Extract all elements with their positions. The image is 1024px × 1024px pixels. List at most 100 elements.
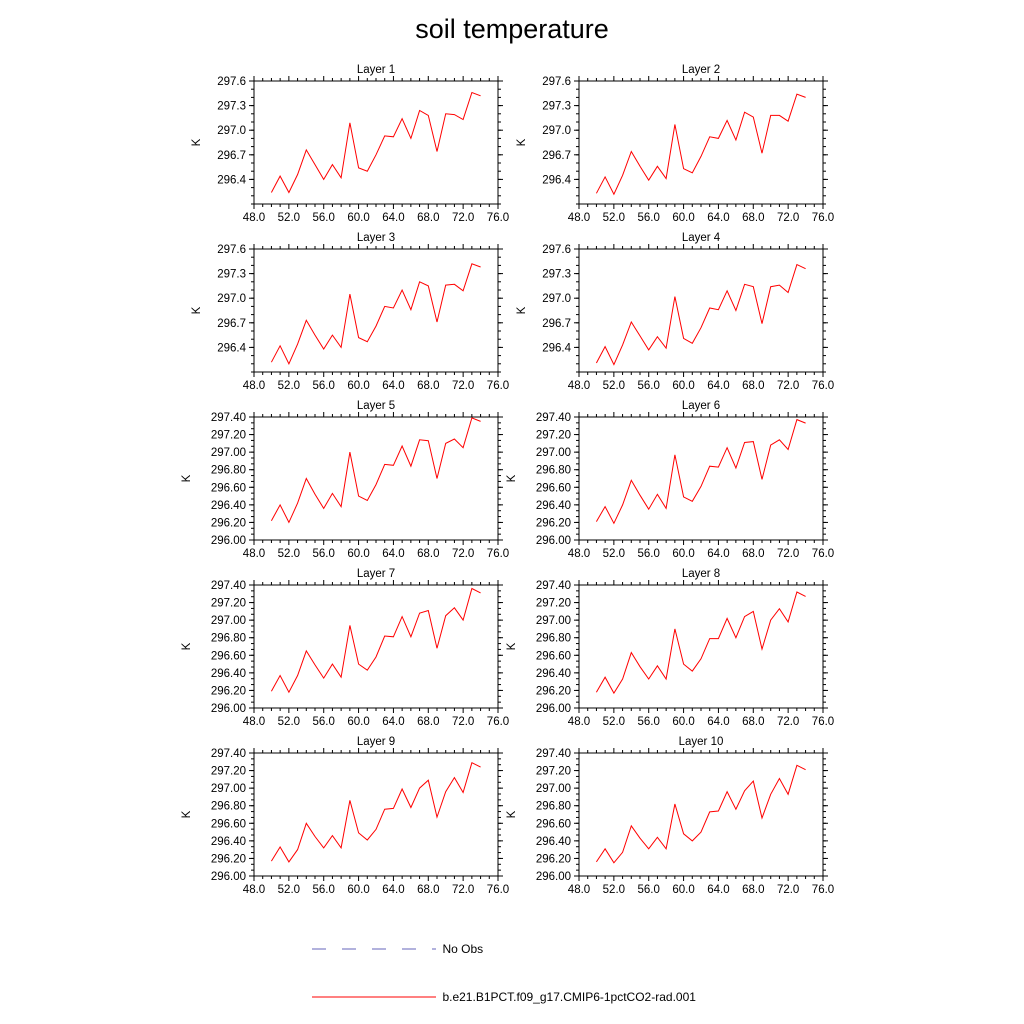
x-tick-label: 56.0 bbox=[638, 380, 660, 392]
y-tick-label: 296.40 bbox=[536, 668, 571, 680]
y-tick-label: 296.80 bbox=[211, 633, 246, 645]
series-line bbox=[595, 418, 806, 525]
x-tick-label: 68.0 bbox=[417, 212, 439, 224]
y-tick-label: 297.0 bbox=[217, 125, 246, 137]
panel-title: Layer 1 bbox=[357, 64, 395, 76]
panel-title: Layer 8 bbox=[682, 568, 720, 580]
panel-title: Layer 2 bbox=[682, 64, 720, 76]
x-tick-label: 72.0 bbox=[777, 380, 799, 392]
x-tick-label: 52.0 bbox=[603, 548, 625, 560]
x-tick-label: 72.0 bbox=[452, 716, 474, 728]
x-tick-label: 68.0 bbox=[742, 380, 764, 392]
x-tick-label: 60.0 bbox=[672, 716, 694, 728]
y-tick-label: 297.20 bbox=[536, 598, 571, 610]
x-tick-label: 56.0 bbox=[638, 884, 660, 896]
y-tick-label: 297.3 bbox=[542, 101, 571, 113]
chart-panel: 48.0 52.0 56.0 60.0 64.0 68.0 72.0 76.0 296.00 29… bbox=[506, 568, 834, 728]
y-axis-label: K bbox=[191, 306, 203, 314]
y-axis-label: K bbox=[181, 642, 193, 650]
x-tick-label: 52.0 bbox=[603, 884, 625, 896]
chart-panel: 48.0 52.0 56.0 60.0 64.0 68.0 72.0 76.0 296.4 296… bbox=[191, 232, 509, 392]
plot-frame bbox=[253, 248, 499, 373]
plot-frame bbox=[578, 416, 824, 541]
x-tick-label: 56.0 bbox=[638, 548, 660, 560]
x-tick-label: 68.0 bbox=[417, 884, 439, 896]
x-tick-label: 48.0 bbox=[568, 548, 590, 560]
y-tick-label: 296.7 bbox=[217, 318, 246, 330]
x-tick-label: 56.0 bbox=[313, 548, 335, 560]
y-tick-label: 296.20 bbox=[536, 853, 571, 865]
x-tick-label: 48.0 bbox=[568, 380, 590, 392]
x-tick-label: 72.0 bbox=[452, 548, 474, 560]
x-tick-label: 56.0 bbox=[638, 716, 660, 728]
y-tick-label: 296.20 bbox=[536, 685, 571, 697]
y-tick-label: 297.00 bbox=[211, 783, 246, 795]
series-line bbox=[595, 591, 806, 695]
x-tick-label: 56.0 bbox=[313, 716, 335, 728]
y-tick-label: 296.00 bbox=[211, 703, 246, 715]
x-tick-label: 60.0 bbox=[347, 716, 369, 728]
x-tick-label: 56.0 bbox=[313, 884, 335, 896]
y-tick-label: 297.00 bbox=[536, 783, 571, 795]
x-tick-label: 76.0 bbox=[487, 548, 509, 560]
panel-title: Layer 3 bbox=[357, 232, 395, 244]
x-tick-label: 60.0 bbox=[672, 380, 694, 392]
page-title: soil temperature bbox=[415, 14, 609, 44]
x-tick-label: 48.0 bbox=[243, 548, 265, 560]
y-tick-label: 296.20 bbox=[211, 853, 246, 865]
y-tick-label: 297.6 bbox=[217, 244, 246, 256]
x-tick-label: 56.0 bbox=[313, 212, 335, 224]
x-tick-label: 64.0 bbox=[707, 212, 729, 224]
y-tick-label: 297.0 bbox=[542, 293, 571, 305]
y-tick-label: 297.3 bbox=[217, 269, 246, 281]
y-tick-label: 297.3 bbox=[217, 101, 246, 113]
chart-panel: 48.0 52.0 56.0 60.0 64.0 68.0 72.0 76.0 296.00 29… bbox=[506, 400, 834, 560]
x-tick-label: 48.0 bbox=[243, 716, 265, 728]
y-tick-label: 297.0 bbox=[217, 293, 246, 305]
plot-frame bbox=[253, 752, 499, 877]
series-line bbox=[270, 761, 481, 863]
y-tick-label: 296.7 bbox=[542, 150, 571, 162]
x-tick-label: 64.0 bbox=[382, 716, 404, 728]
x-tick-label: 52.0 bbox=[603, 716, 625, 728]
y-axis-label: K bbox=[506, 810, 518, 818]
x-tick-label: 52.0 bbox=[603, 380, 625, 392]
panel-title: Layer 5 bbox=[357, 400, 395, 412]
x-tick-label: 52.0 bbox=[278, 716, 300, 728]
x-tick-label: 64.0 bbox=[707, 716, 729, 728]
y-tick-label: 296.20 bbox=[211, 517, 246, 529]
legend-item-model-run: b.e21.B1PCT.f09_g17.CMIP6-1pctCO2-rad.00… bbox=[310, 988, 696, 1006]
y-tick-label: 296.60 bbox=[211, 482, 246, 494]
y-axis-label: K bbox=[506, 474, 518, 482]
x-tick-label: 76.0 bbox=[487, 380, 509, 392]
y-tick-label: 296.4 bbox=[217, 342, 246, 354]
y-tick-label: 297.40 bbox=[211, 580, 246, 592]
y-tick-label: 297.40 bbox=[211, 748, 246, 760]
y-tick-label: 297.00 bbox=[536, 447, 571, 459]
y-tick-label: 296.7 bbox=[217, 150, 246, 162]
y-tick-label: 296.00 bbox=[536, 703, 571, 715]
y-tick-label: 296.20 bbox=[536, 517, 571, 529]
legend-swatch-solid bbox=[312, 996, 436, 998]
y-tick-label: 297.0 bbox=[542, 125, 571, 137]
y-tick-label: 296.00 bbox=[211, 871, 246, 883]
chart-panel: 48.0 52.0 56.0 60.0 64.0 68.0 72.0 76.0 296.4 296… bbox=[191, 64, 509, 224]
y-tick-label: 296.60 bbox=[536, 650, 571, 662]
y-tick-label: 297.40 bbox=[536, 748, 571, 760]
panel-title: Layer 7 bbox=[357, 568, 395, 580]
x-tick-label: 72.0 bbox=[452, 380, 474, 392]
y-tick-label: 296.40 bbox=[211, 500, 246, 512]
x-tick-label: 48.0 bbox=[243, 380, 265, 392]
y-tick-label: 296.40 bbox=[536, 500, 571, 512]
y-tick-label: 297.00 bbox=[211, 447, 246, 459]
y-tick-label: 296.40 bbox=[211, 836, 246, 848]
x-tick-label: 68.0 bbox=[742, 884, 764, 896]
x-tick-label: 72.0 bbox=[777, 884, 799, 896]
y-tick-label: 296.60 bbox=[211, 818, 246, 830]
plot-frame bbox=[578, 248, 824, 373]
x-tick-label: 64.0 bbox=[382, 380, 404, 392]
y-tick-label: 297.40 bbox=[536, 412, 571, 424]
y-tick-label: 296.60 bbox=[536, 818, 571, 830]
y-tick-label: 297.20 bbox=[536, 430, 571, 442]
